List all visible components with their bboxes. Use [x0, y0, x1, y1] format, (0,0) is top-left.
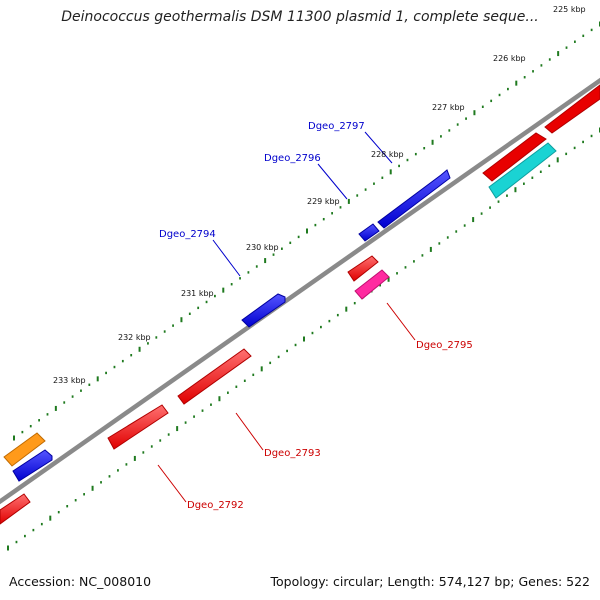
tick-label-230: 230 kbp [246, 243, 279, 252]
map-title: Deinococcus geothermalis DSM 11300 plasm… [61, 9, 539, 25]
gene-red-left[interactable] [0, 493, 31, 525]
gene-dgeo-2793[interactable] [177, 348, 252, 405]
gene-cyan[interactable] [488, 142, 557, 199]
tick-label-227: 227 kbp [432, 103, 465, 112]
tick-label-229: 229 kbp [307, 197, 340, 206]
gene-dgeo-2796[interactable] [358, 223, 380, 242]
callout-dgeo-2793 [235, 412, 264, 451]
tick-label-231: 231 kbp [181, 289, 214, 298]
gene-red-forward-2[interactable] [544, 84, 600, 134]
gene-red-forward-1[interactable] [482, 132, 547, 182]
tick-label-232: 232 kbp [118, 333, 151, 342]
callout-dgeo-2792 [157, 464, 187, 503]
tick-label-233: 233 kbp [53, 376, 86, 385]
gene-dgeo-2792[interactable] [107, 404, 169, 450]
gene-dgeo-2795[interactable] [354, 269, 390, 300]
gene-dgeo-2795-red[interactable] [347, 255, 379, 282]
gene-dgeo-2797[interactable] [377, 169, 451, 229]
tick-label-228: 228 kbp [371, 150, 404, 159]
label-dgeo-2796[interactable]: Dgeo_2796 [264, 153, 321, 164]
callout-dgeo-2795 [386, 302, 416, 341]
gene-orange[interactable] [3, 432, 46, 467]
label-dgeo-2795[interactable]: Dgeo_2795 [416, 340, 473, 351]
callout-dgeo-2796 [317, 163, 348, 200]
outer-tick-track [13, 21, 600, 441]
genome-summary-text: Topology: circular; Length: 574,127 bp; … [270, 574, 591, 589]
backbone-line [0, 77, 600, 505]
gene-dgeo-2794[interactable] [241, 293, 286, 328]
label-dgeo-2793[interactable]: Dgeo_2793 [264, 448, 321, 459]
label-dgeo-2797[interactable]: Dgeo_2797 [308, 121, 365, 132]
callout-dgeo-2797 [364, 131, 393, 164]
label-dgeo-2794[interactable]: Dgeo_2794 [159, 229, 216, 240]
tick-label-226: 226 kbp [493, 54, 526, 63]
tick-label-225: 225 kbp [553, 5, 586, 14]
gene-blue-left[interactable] [12, 449, 53, 482]
label-dgeo-2792[interactable]: Dgeo_2792 [187, 500, 244, 511]
callout-dgeo-2794 [212, 239, 241, 277]
inner-tick-track [7, 127, 600, 551]
accession-text: Accession: NC_008010 [9, 574, 152, 589]
